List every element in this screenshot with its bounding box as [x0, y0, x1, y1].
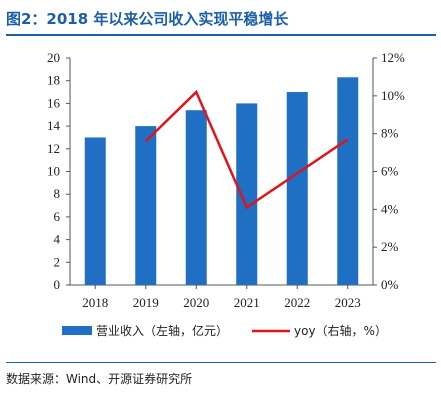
combo-chart: 0 2 4 6 8 10 12 14 16 18 20 0% 2% 4% 6% 8% 10% 12% 2018 201…: [47, 50, 405, 338]
left-tick-label: 10: [47, 164, 60, 179]
right-tick-label: 10%: [381, 88, 405, 103]
legend-bar-label: 营业收入（左轴，亿元）: [96, 323, 228, 338]
left-tick-label: 6: [54, 209, 61, 224]
left-tick-label: 16: [47, 95, 61, 110]
data-source: 数据来源：Wind、开源证券研究所: [6, 372, 193, 386]
x-tick-label: 2019: [133, 295, 159, 310]
left-tick-label: 14: [47, 118, 61, 133]
x-tick-label: 2021: [234, 295, 260, 310]
left-tick-label: 4: [54, 232, 61, 247]
revenue-bar: [185, 110, 207, 286]
x-tick-label: 2020: [183, 295, 209, 310]
figure-title: 图2：2018 年以来公司收入实现平稳增长: [6, 10, 289, 28]
right-tick-label: 2%: [381, 239, 399, 254]
revenue-bar: [337, 77, 359, 285]
revenue-bar: [84, 137, 106, 285]
yoy-line: [144, 89, 349, 210]
legend-bar-swatch: [62, 326, 92, 335]
left-tick-label: 0: [54, 277, 61, 292]
x-tick-label: 2022: [284, 295, 310, 310]
legend-line-label: yoy（右轴，%）: [294, 323, 387, 338]
revenue-bar: [135, 126, 157, 285]
left-tick-label: 20: [47, 50, 60, 65]
right-tick-label: 4%: [381, 201, 399, 216]
left-tick-label: 18: [47, 73, 60, 88]
source-rule: [6, 362, 436, 363]
revenue-bar: [236, 103, 258, 286]
left-tick-label: 8: [54, 186, 61, 201]
x-tick-label: 2023: [335, 295, 361, 310]
x-tick-label: 2018: [82, 295, 108, 310]
left-tick-label: 12: [47, 141, 60, 156]
revenue-bar: [286, 92, 308, 285]
right-tick-label: 0%: [381, 277, 399, 292]
title-rule: [6, 34, 436, 36]
left-tick-label: 2: [54, 254, 61, 269]
right-tick-label: 6%: [381, 164, 399, 179]
right-tick-label: 8%: [381, 126, 399, 141]
right-tick-label: 12%: [381, 50, 405, 65]
